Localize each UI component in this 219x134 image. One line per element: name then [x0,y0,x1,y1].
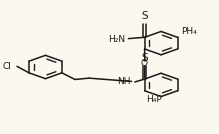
Text: PH₄: PH₄ [181,27,196,36]
Text: O: O [140,59,147,68]
Text: NH: NH [117,77,131,86]
Text: S: S [141,53,148,63]
Text: H₄P: H₄P [146,95,161,104]
Text: H₂N: H₂N [108,35,125,44]
Text: S: S [141,11,148,21]
Text: Cl: Cl [3,62,12,71]
